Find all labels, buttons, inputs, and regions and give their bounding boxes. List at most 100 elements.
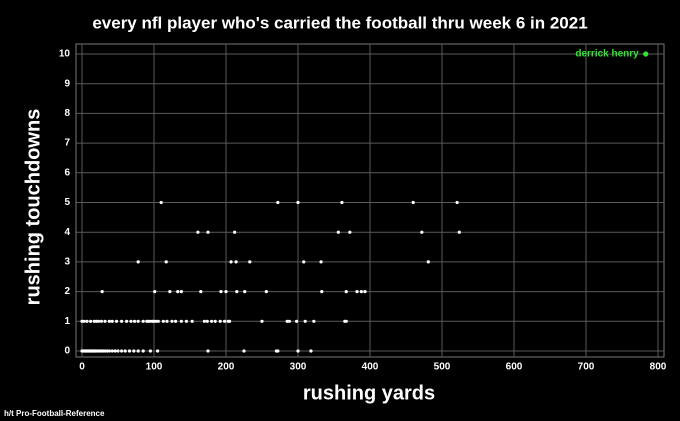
y-tick-label: 2 bbox=[64, 286, 70, 297]
data-point bbox=[127, 349, 132, 353]
data-point bbox=[309, 349, 313, 353]
data-point bbox=[228, 319, 232, 323]
data-point bbox=[426, 260, 430, 264]
y-tick-label: 7 bbox=[64, 138, 70, 149]
data-point bbox=[206, 230, 210, 234]
data-point bbox=[242, 349, 246, 353]
data-point bbox=[136, 319, 140, 323]
y-tick-label: 3 bbox=[64, 257, 70, 268]
data-point bbox=[340, 200, 344, 205]
y-tick-label: 0 bbox=[64, 346, 70, 357]
x-tick-label: 500 bbox=[434, 362, 451, 373]
x-tick-label: 400 bbox=[362, 362, 379, 373]
data-point bbox=[114, 319, 119, 323]
y-tick-label: 6 bbox=[64, 167, 70, 178]
data-point bbox=[120, 349, 124, 353]
data-point bbox=[287, 319, 291, 323]
y-tick-label: 1 bbox=[64, 316, 70, 327]
data-point bbox=[179, 290, 183, 294]
data-point bbox=[319, 260, 323, 264]
data-point bbox=[219, 290, 223, 294]
data-point bbox=[202, 319, 206, 323]
data-point bbox=[302, 260, 306, 264]
data-point bbox=[243, 290, 247, 294]
data-point bbox=[213, 319, 217, 323]
data-point bbox=[141, 319, 145, 323]
data-point bbox=[264, 290, 268, 294]
data-point bbox=[312, 319, 316, 323]
data-point bbox=[196, 230, 200, 234]
data-point bbox=[120, 319, 124, 323]
data-point bbox=[136, 349, 140, 353]
data-point bbox=[100, 290, 104, 294]
y-tick-label: 5 bbox=[64, 197, 70, 208]
data-point bbox=[199, 290, 203, 294]
data-point bbox=[148, 349, 152, 353]
y-tick-label: 9 bbox=[64, 78, 70, 89]
data-point bbox=[107, 319, 111, 323]
data-point bbox=[260, 319, 264, 323]
data-point bbox=[359, 290, 363, 294]
data-point bbox=[229, 260, 233, 264]
data-point bbox=[296, 349, 300, 353]
data-point bbox=[174, 319, 178, 323]
data-point bbox=[82, 319, 86, 323]
data-point bbox=[96, 319, 101, 323]
data-point bbox=[156, 319, 160, 323]
data-point bbox=[123, 349, 127, 353]
data-point bbox=[116, 349, 120, 353]
x-tick-label: 800 bbox=[650, 362, 667, 373]
data-point bbox=[156, 349, 160, 353]
data-point bbox=[159, 200, 163, 205]
data-point bbox=[411, 200, 415, 205]
data-point bbox=[164, 260, 168, 264]
data-point bbox=[294, 319, 299, 323]
data-point bbox=[110, 349, 114, 353]
data-point bbox=[170, 319, 174, 323]
data-point bbox=[234, 260, 238, 264]
data-point bbox=[113, 349, 117, 353]
data-point bbox=[457, 230, 461, 234]
data-point bbox=[136, 260, 140, 264]
x-tick-label: 300 bbox=[290, 362, 307, 373]
y-tick-label: 4 bbox=[64, 227, 70, 238]
data-point bbox=[184, 319, 188, 323]
data-point bbox=[222, 319, 227, 323]
data-point bbox=[205, 319, 209, 323]
data-point bbox=[355, 290, 359, 294]
data-point bbox=[161, 319, 165, 323]
x-tick-label: 700 bbox=[578, 362, 595, 373]
data-point bbox=[224, 290, 228, 294]
data-point bbox=[296, 200, 300, 205]
data-point bbox=[165, 319, 169, 323]
y-tick-label: 8 bbox=[64, 108, 70, 119]
data-point bbox=[110, 319, 114, 323]
data-point bbox=[103, 319, 107, 323]
x-tick-label: 0 bbox=[79, 362, 85, 373]
data-point bbox=[153, 290, 157, 294]
data-point bbox=[303, 319, 307, 323]
x-tick-label: 200 bbox=[218, 362, 235, 373]
data-point bbox=[176, 290, 180, 294]
data-point bbox=[276, 200, 280, 205]
x-tick-label: 100 bbox=[146, 362, 163, 373]
data-point bbox=[107, 349, 111, 353]
data-point bbox=[132, 349, 136, 353]
data-point bbox=[363, 290, 367, 294]
data-point bbox=[129, 319, 133, 323]
annotation-label: derrick henry bbox=[575, 49, 639, 60]
data-point bbox=[141, 349, 145, 353]
data-point bbox=[455, 200, 459, 205]
data-point bbox=[190, 319, 194, 323]
data-point bbox=[85, 319, 89, 323]
annotation-point bbox=[643, 51, 649, 57]
data-point bbox=[179, 319, 183, 323]
y-axis-label: rushing touchdowns bbox=[22, 109, 44, 306]
data-point bbox=[320, 290, 324, 294]
data-point bbox=[336, 230, 340, 234]
x-tick-label: 600 bbox=[506, 362, 523, 373]
data-point bbox=[348, 230, 352, 234]
source-note: h/t Pro-Football-Reference bbox=[4, 409, 105, 418]
data-point bbox=[210, 319, 214, 323]
